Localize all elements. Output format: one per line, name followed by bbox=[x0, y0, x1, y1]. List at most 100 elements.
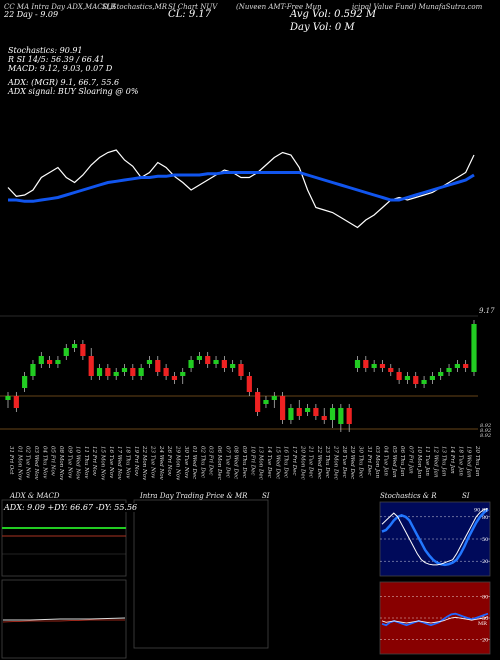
date-tick-label: 18 Thu Nov bbox=[125, 446, 131, 479]
date-tick-label: 29 Mon Nov bbox=[174, 445, 180, 481]
bear-candle bbox=[388, 368, 394, 372]
date-tick-label: 24 Wed Nov bbox=[158, 445, 164, 481]
header-si-chart: SI Chart NUV bbox=[168, 3, 218, 11]
price-lower-label-2: 8.92 bbox=[480, 428, 492, 434]
close-label: CL: 9.17 bbox=[168, 9, 212, 20]
mr-line bbox=[381, 616, 489, 624]
bull-candle bbox=[5, 396, 11, 400]
bull-candle bbox=[404, 376, 411, 380]
bull-candle bbox=[230, 364, 236, 368]
date-tick-label: 17 Wed Nov bbox=[116, 446, 122, 481]
blue-signal-line bbox=[8, 171, 475, 203]
bull-candle bbox=[38, 356, 44, 364]
bull-candle bbox=[71, 344, 78, 348]
date-tick-label: 15 Wed Dec bbox=[274, 446, 280, 479]
date-tick-label: 13 Mon Dec bbox=[258, 446, 264, 480]
price-lower-label-3: 8.92 bbox=[480, 433, 492, 439]
bear-candle bbox=[88, 356, 94, 376]
date-tick-label: 30 Tue Nov bbox=[183, 446, 189, 479]
date-tick-label: 02 Tue Nov bbox=[25, 446, 31, 479]
bull-candle bbox=[471, 324, 477, 372]
date-tick-label: 07 Fri Jan bbox=[407, 446, 413, 474]
rsi-tick-label: 50 bbox=[482, 616, 488, 622]
stoch-r-title: Stochastics & R bbox=[380, 492, 437, 500]
bear-candle bbox=[130, 368, 136, 376]
date-tick-label: 28 Tue Dec bbox=[341, 445, 347, 478]
date-tick-label: 29 Wed Dec bbox=[349, 445, 355, 479]
date-tick-label: 03 Wed Nov bbox=[33, 446, 39, 481]
date-tick-label: 14 Tue Dec bbox=[266, 446, 272, 478]
date-tick-label: 19 Fri Nov bbox=[133, 446, 139, 477]
bear-candle bbox=[105, 368, 111, 376]
adx-signal-readout: ADX signal: BUY Sloaring @ 0% bbox=[8, 87, 139, 96]
bull-candle bbox=[146, 360, 153, 364]
date-tick-label: 21 Tue Dec bbox=[308, 445, 314, 478]
date-tick-label: 01 Wed Dec bbox=[191, 446, 197, 479]
date-tick-label: 09 Tue Nov bbox=[66, 446, 72, 479]
date-tick-label: 22 Wed Dec bbox=[316, 445, 322, 479]
bear-candle bbox=[155, 360, 161, 372]
adx-macd-title: ADX & MACD bbox=[10, 492, 60, 500]
bear-candle bbox=[280, 396, 286, 420]
date-tick-label: 07 Tue Dec bbox=[224, 446, 230, 478]
date-tick-label: 09 Thu Dec bbox=[241, 446, 247, 478]
day-label: 22 Day - 9.09 bbox=[4, 10, 59, 19]
bull-candle bbox=[30, 364, 36, 376]
bull-candle bbox=[213, 360, 219, 364]
bull-candle bbox=[329, 408, 336, 420]
date-tick-label: 31 Fri Oct bbox=[8, 446, 14, 475]
stoch-si-title: SI bbox=[462, 492, 470, 500]
bear-candle bbox=[47, 360, 53, 364]
stoch-panel-frame bbox=[379, 501, 491, 577]
bull-candle bbox=[196, 356, 202, 360]
intra-si-title: SI bbox=[262, 492, 270, 500]
bull-candle bbox=[22, 376, 28, 388]
bull-candle bbox=[304, 408, 311, 412]
adx-values: ADX: 9.09 +DY: 66.67 -DY: 55.56 bbox=[4, 503, 138, 512]
date-tick-label: 23 Thu Dec bbox=[324, 445, 330, 478]
date-tick-label: 20 Mon Dec bbox=[299, 445, 305, 480]
bull-candle bbox=[271, 396, 277, 400]
bear-candle bbox=[221, 360, 227, 368]
rsi-value-label: MR bbox=[478, 621, 487, 627]
bear-candle bbox=[313, 408, 319, 416]
date-tick-label: 03 Fri Dec bbox=[208, 446, 214, 475]
rsi-tick-label: 80 bbox=[482, 594, 488, 600]
date-tick-label: 14 Fri Jan bbox=[449, 446, 455, 474]
avg-vol: Avg Vol: 0.592 M bbox=[290, 9, 377, 20]
bull-candle bbox=[454, 364, 460, 368]
stochastic-line bbox=[7, 149, 475, 229]
bull-candle bbox=[138, 368, 144, 376]
bear-candle bbox=[13, 396, 19, 408]
bull-candle bbox=[338, 408, 344, 424]
stoch-tick-label: 80 bbox=[482, 515, 488, 521]
date-tick-label: 12 Fri Nov bbox=[91, 446, 97, 477]
date-tick-label: 04 Thu Nov bbox=[41, 446, 47, 479]
stoch-tick-label: 50 bbox=[482, 537, 488, 543]
date-tick-label: 27 Mon Dec bbox=[333, 445, 339, 480]
bear-candle bbox=[163, 368, 169, 376]
adx-panel-frame bbox=[1, 499, 127, 577]
bull-candle bbox=[421, 380, 427, 384]
date-tick-label: 02 Thu Dec bbox=[199, 446, 205, 478]
bull-candle bbox=[180, 372, 186, 376]
date-tick-label: 15 Mon Nov bbox=[100, 446, 106, 481]
date-tick-label: 20 Thu Jan bbox=[474, 445, 480, 477]
bull-candle bbox=[113, 372, 119, 376]
bear-candle bbox=[396, 372, 402, 380]
bear-candle bbox=[296, 408, 302, 416]
macd-line bbox=[3, 617, 126, 621]
date-tick-label: 23 Tue Nov bbox=[149, 445, 155, 479]
date-tick-label: 12 Wed Jan bbox=[432, 446, 438, 478]
bull-candle bbox=[446, 368, 452, 372]
date-tick-label: 17 Fri Dec bbox=[291, 446, 297, 475]
main-chart bbox=[0, 149, 478, 432]
header-line1: CC MA Intra Day ADX,MACD,R bbox=[4, 3, 116, 11]
stoch-d-line bbox=[381, 508, 489, 567]
date-tick-label: 30 Thu Dec bbox=[358, 446, 364, 478]
date-tick-label: 10 Mon Jan bbox=[416, 446, 422, 478]
bull-candle bbox=[429, 376, 435, 380]
price-lower-label-1: 8.92 bbox=[480, 423, 492, 429]
day-vol: Day Vol: 0 M bbox=[290, 22, 355, 33]
date-tick-label: 19 Wed Jan bbox=[466, 446, 472, 478]
